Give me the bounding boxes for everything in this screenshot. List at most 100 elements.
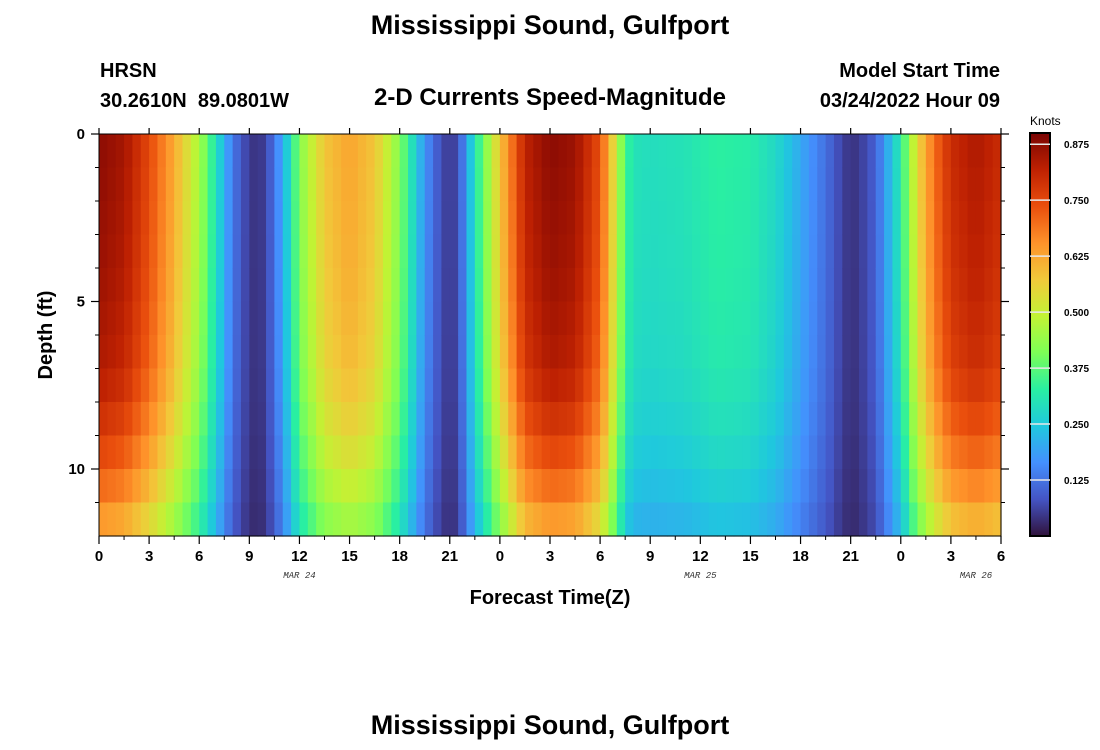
heatmap-cell <box>884 134 894 169</box>
heatmap-cell <box>257 167 267 202</box>
heatmap-cell <box>508 502 518 537</box>
heatmap-cell <box>533 469 543 504</box>
heatmap-cell <box>499 134 509 169</box>
heatmap-cell <box>566 268 576 303</box>
heatmap-cell <box>215 402 225 437</box>
heatmap-cell <box>433 502 443 537</box>
heatmap-cell <box>107 301 117 336</box>
heatmap-cell <box>449 201 459 236</box>
heatmap-cell <box>483 134 493 169</box>
heatmap-cell <box>132 201 142 236</box>
heatmap-cell <box>591 234 601 269</box>
heatmap-cell <box>541 502 551 537</box>
heatmap-cell <box>825 335 835 370</box>
heatmap-cell <box>240 435 250 470</box>
heatmap-cell <box>524 201 534 236</box>
heatmap-cell <box>884 402 894 437</box>
heatmap-cell <box>975 368 985 403</box>
heatmap-cell <box>190 435 200 470</box>
heatmap-cell <box>391 201 401 236</box>
heatmap-cell <box>925 234 935 269</box>
heatmap-cell <box>817 234 827 269</box>
heatmap-cell <box>391 234 401 269</box>
heatmap-cell <box>783 368 793 403</box>
heatmap-cell <box>808 402 818 437</box>
heatmap-cell <box>583 435 593 470</box>
heatmap-cell <box>775 134 785 169</box>
heatmap-cell <box>817 502 827 537</box>
heatmap-cell <box>950 335 960 370</box>
heatmap-cell <box>909 368 919 403</box>
heatmap-cell <box>783 335 793 370</box>
heatmap-cell <box>850 134 860 169</box>
heatmap-cell <box>616 201 626 236</box>
heatmap-cell <box>600 335 610 370</box>
heatmap-cell <box>934 502 944 537</box>
heatmap-cell <box>299 402 309 437</box>
heatmap-cell <box>224 301 234 336</box>
heatmap-cell <box>800 469 810 504</box>
heatmap-cell <box>274 268 284 303</box>
heatmap-cell <box>825 301 835 336</box>
heatmap-cell <box>566 435 576 470</box>
heatmap-cell <box>884 268 894 303</box>
heatmap-cell <box>399 368 409 403</box>
heatmap-cell <box>408 335 417 370</box>
heatmap-cell <box>408 268 417 303</box>
heatmap-cell <box>750 435 760 470</box>
heatmap-cell <box>733 402 743 437</box>
heatmap-cell <box>884 167 894 202</box>
heatmap-cell <box>215 167 225 202</box>
x-axis-label: Forecast Time(Z) <box>470 587 631 609</box>
heatmap-cell <box>600 201 610 236</box>
heatmap-cell <box>533 335 543 370</box>
heatmap-cell <box>942 301 952 336</box>
heatmap-cell <box>934 435 944 470</box>
heatmap-cell <box>99 368 108 403</box>
heatmap-cell <box>717 167 726 202</box>
heatmap-cell <box>992 234 1002 269</box>
colorbar-tick-label: 0.875 <box>1064 140 1089 151</box>
heatmap-cell <box>775 502 785 537</box>
heatmap-cell <box>892 167 902 202</box>
heatmap-cell <box>533 268 543 303</box>
heatmap-cell <box>374 167 384 202</box>
heatmap-cell <box>316 402 326 437</box>
heatmap-cell <box>783 502 793 537</box>
y-axis: 0 5 10 <box>68 126 1009 503</box>
heatmap-cell <box>207 268 217 303</box>
heatmap-cell <box>775 268 785 303</box>
heatmap-cell <box>733 502 743 537</box>
heatmap-cell <box>950 234 960 269</box>
heatmap-cell <box>909 167 919 202</box>
heatmap-cell <box>224 435 234 470</box>
heatmap-cell <box>140 301 150 336</box>
heatmap-cell <box>382 502 392 537</box>
heatmap-cell <box>299 268 309 303</box>
heatmap-cell <box>249 402 259 437</box>
heatmap-cell <box>783 134 793 169</box>
heatmap-cell <box>967 268 977 303</box>
heatmap-cell <box>157 134 167 169</box>
heatmap-cell <box>215 368 225 403</box>
heatmap-cell <box>357 234 367 269</box>
heatmap-cell <box>157 502 167 537</box>
heatmap-cell <box>391 268 401 303</box>
heatmap-cell <box>199 201 209 236</box>
heatmap-cell <box>249 368 259 403</box>
heatmap-cell <box>399 201 409 236</box>
heatmap-cell <box>558 201 568 236</box>
heatmap-cell <box>942 368 952 403</box>
heatmap-cell <box>742 301 752 336</box>
heatmap-cell <box>833 201 843 236</box>
heatmap-cell <box>374 402 384 437</box>
heatmap-cell <box>458 502 468 537</box>
heatmap-cell <box>115 435 125 470</box>
heatmap-cell <box>758 167 768 202</box>
heatmap-cell <box>675 402 685 437</box>
heatmap-cell <box>149 268 159 303</box>
heatmap-cell <box>892 469 902 504</box>
heatmap-cell <box>140 167 150 202</box>
heatmap-cell <box>800 268 810 303</box>
heatmap-cell <box>750 502 760 537</box>
